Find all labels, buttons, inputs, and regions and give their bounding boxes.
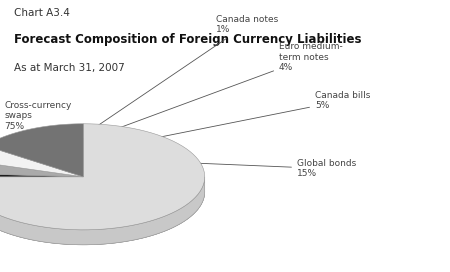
- Polygon shape: [0, 177, 205, 245]
- Text: Global bonds
15%: Global bonds 15%: [192, 159, 356, 178]
- Polygon shape: [0, 160, 83, 177]
- Text: Canada bills
5%: Canada bills 5%: [148, 91, 370, 139]
- Polygon shape: [0, 146, 83, 177]
- Text: Cross-currency
swaps
75%: Cross-currency swaps 75%: [4, 101, 72, 166]
- Ellipse shape: [0, 139, 205, 245]
- Polygon shape: [0, 174, 83, 177]
- Polygon shape: [0, 177, 205, 245]
- Text: Euro medium-
term notes
4%: Euro medium- term notes 4%: [114, 42, 343, 130]
- Text: Canada notes
1%: Canada notes 1%: [91, 15, 278, 130]
- Text: Chart A3.4: Chart A3.4: [14, 8, 69, 18]
- Text: As at March 31, 2007: As at March 31, 2007: [14, 63, 124, 73]
- Polygon shape: [0, 124, 205, 230]
- Text: Forecast Composition of Foreign Currency Liabilities: Forecast Composition of Foreign Currency…: [14, 33, 361, 46]
- Polygon shape: [0, 124, 83, 177]
